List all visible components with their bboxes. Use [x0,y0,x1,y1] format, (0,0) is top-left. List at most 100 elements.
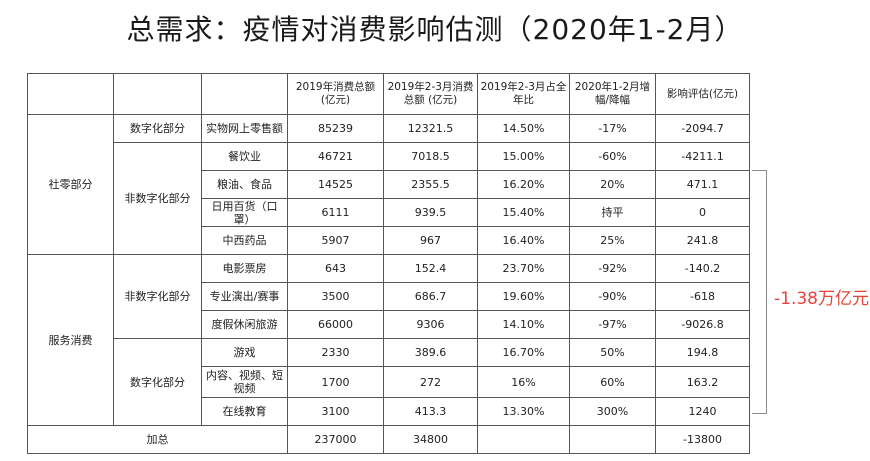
impact-cell: 163.2 [655,366,750,398]
change-cell: -90% [569,282,656,311]
impact-cell: -2094.7 [655,114,750,143]
item-cell: 中西药品 [201,226,288,255]
subgroup-label: 数字化部分 [113,338,202,426]
share-cell: 19.60% [477,282,570,311]
header-row: 2019年消费总额(亿元) 2019年2-3月消费总额 (亿元) 2019年2-… [27,73,750,115]
impact-cell: 0 [655,198,750,227]
header-cell [201,73,288,115]
item-cell: 内容、视频、短视频 [201,366,288,398]
change-cell: 50% [569,338,656,367]
total-2019-cell: 3100 [287,397,384,426]
total-2019-cell: 85239 [287,114,384,143]
header-impact: 影响评估(亿元) [655,73,750,115]
item-cell: 粮油、食品 [201,170,288,199]
change-cell: 持平 [569,198,656,227]
febmar-2019-cell: 152.4 [383,254,478,283]
share-cell [477,425,570,454]
total-2019-cell: 46721 [287,142,384,171]
change-cell: -92% [569,254,656,283]
share-cell: 13.30% [477,397,570,426]
total-row: 加总 237000 34800 -13800 [27,425,750,454]
item-cell: 实物网上零售额 [201,114,288,143]
item-cell: 日用百货（口罩） [201,198,288,227]
change-cell: 60% [569,366,656,398]
share-cell: 16.70% [477,338,570,367]
total-label: 加总 [27,425,288,454]
header-total-2019: 2019年消费总额(亿元) [287,73,384,115]
febmar-2019-cell: 34800 [383,425,478,454]
share-cell: 23.70% [477,254,570,283]
table-row: 度假休闲旅游 66000 9306 14.10% -97% -9026.8 [28,310,750,339]
table-row: 非数字化部分 餐饮业 46721 7018.5 15.00% -60% -421… [28,142,750,255]
febmar-2019-cell: 272 [383,366,478,398]
impact-cell: -9026.8 [655,310,750,339]
table-row: 内容、视频、短视频 1700 272 16% 60% 163.2 [28,366,750,398]
febmar-2019-cell: 967 [383,226,478,255]
subgroup-label: 非数字化部分 [113,142,202,255]
total-2019-cell: 1700 [287,366,384,398]
item-cell: 餐饮业 [201,142,288,171]
subgroup-label: 非数字化部分 [113,254,202,339]
share-cell: 14.50% [477,114,570,143]
febmar-2019-cell: 389.6 [383,338,478,367]
febmar-2019-cell: 686.7 [383,282,478,311]
header-febmar-2019: 2019年2-3月消费总额 (亿元) [383,73,478,115]
total-2019-cell: 2330 [287,338,384,367]
impact-cell: 471.1 [655,170,750,199]
impact-cell: 194.8 [655,338,750,367]
share-cell: 15.00% [477,142,570,171]
febmar-2019-cell: 939.5 [383,198,478,227]
table-row: 粮油、食品 14525 2355.5 16.20% 20% 471.1 [28,170,750,199]
change-cell: 25% [569,226,656,255]
item-cell: 电影票房 [201,254,288,283]
item-cell: 专业演出/赛事 [201,282,288,311]
impact-cell: 1240 [655,397,750,426]
subgroup-label: 数字化部分 [113,114,202,143]
impact-cell: -140.2 [655,254,750,283]
total-2019-cell: 5907 [287,226,384,255]
table-row: 服务消费 非数字化部分 电影票房 643 152.4 23.70% -92% -… [27,254,750,426]
change-cell: 300% [569,397,656,426]
febmar-2019-cell: 413.3 [383,397,478,426]
item-cell: 在线教育 [201,397,288,426]
header-share: 2019年2-3月占全年比 [477,73,570,115]
share-cell: 14.10% [477,310,570,339]
share-cell: 16.40% [477,226,570,255]
consumption-impact-table: 2019年消费总额(亿元) 2019年2-3月消费总额 (亿元) 2019年2-… [27,73,750,454]
header-cell [27,73,114,115]
header-cell [113,73,202,115]
group-label-service: 服务消费 [27,254,114,426]
change-cell: 20% [569,170,656,199]
share-cell: 16.20% [477,170,570,199]
share-cell: 15.40% [477,198,570,227]
table-row: 社零部分 数字化部分 实物网上零售额 85239 12321.5 14.50% … [27,114,750,255]
group-label-retail: 社零部分 [27,114,114,255]
change-cell: -97% [569,310,656,339]
total-impact-annotation: -1.38万亿元 [774,289,869,309]
bracket-line [752,170,767,414]
total-2019-cell: 3500 [287,282,384,311]
febmar-2019-cell: 12321.5 [383,114,478,143]
item-cell: 度假休闲旅游 [201,310,288,339]
change-cell [569,425,656,454]
item-cell: 游戏 [201,338,288,367]
total-2019-cell: 237000 [287,425,384,454]
total-2019-cell: 14525 [287,170,384,199]
total-2019-cell: 66000 [287,310,384,339]
total-2019-cell: 6111 [287,198,384,227]
table-row: 在线教育 3100 413.3 13.30% 300% 1240 [28,397,750,426]
table-row: 数字化部分 游戏 2330 389.6 16.70% 50% 194.8 [28,338,750,426]
impact-cell: 241.8 [655,226,750,255]
impact-cell: -618 [655,282,750,311]
table-row: 专业演出/赛事 3500 686.7 19.60% -90% -618 [28,282,750,311]
impact-cell: -13800 [655,425,750,454]
febmar-2019-cell: 2355.5 [383,170,478,199]
page-title: 总需求：疫情对消费影响估测（2020年1-2月） [126,13,744,46]
total-2019-cell: 643 [287,254,384,283]
change-cell: -17% [569,114,656,143]
impact-cell: -4211.1 [655,142,750,171]
febmar-2019-cell: 7018.5 [383,142,478,171]
share-cell: 16% [477,366,570,398]
header-change: 2020年1-2月增幅/降幅 [569,73,656,115]
change-cell: -60% [569,142,656,171]
